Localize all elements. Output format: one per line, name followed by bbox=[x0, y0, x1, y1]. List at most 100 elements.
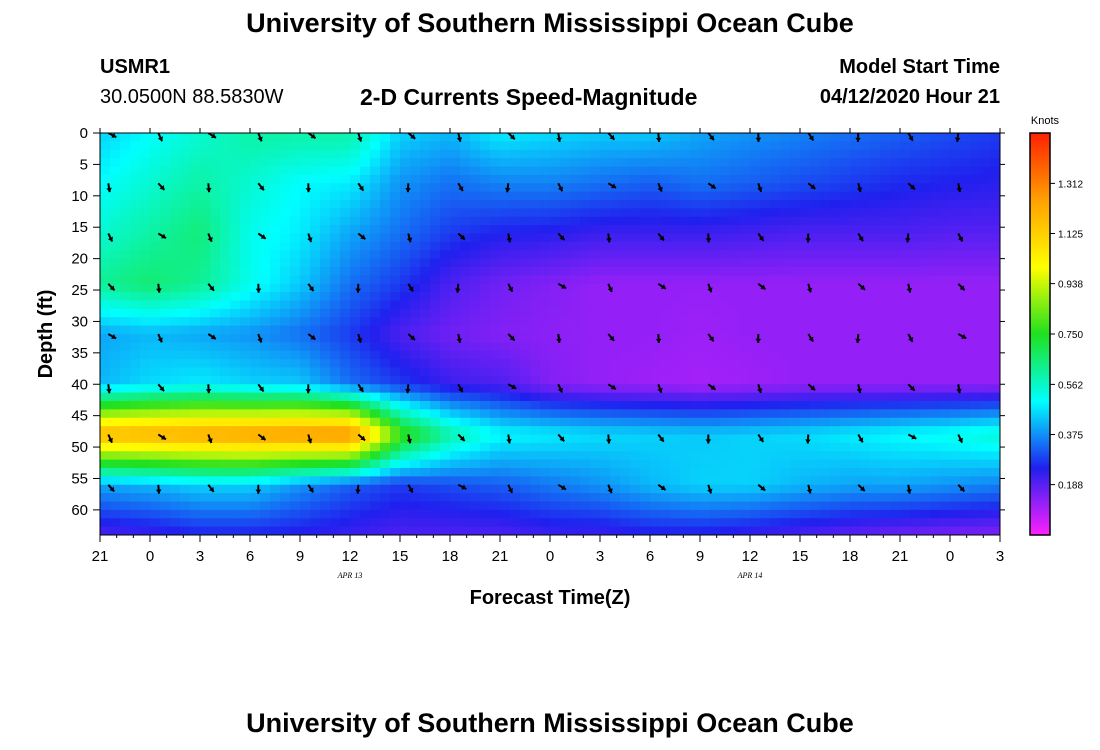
heatmap-cell bbox=[710, 133, 721, 142]
heatmap-cell bbox=[120, 225, 131, 235]
heatmap-cell bbox=[980, 459, 991, 469]
heatmap-cell bbox=[510, 392, 521, 402]
heatmap-cell bbox=[240, 233, 251, 243]
heatmap-cell bbox=[950, 233, 961, 243]
heatmap-cell bbox=[180, 200, 191, 209]
heatmap-cell bbox=[120, 451, 131, 461]
heatmap-cell bbox=[290, 350, 301, 360]
current-arrow bbox=[457, 232, 466, 241]
heatmap-cell bbox=[280, 225, 291, 235]
heatmap-cell bbox=[830, 459, 841, 469]
heatmap-cell bbox=[760, 174, 771, 184]
heatmap-cell bbox=[160, 384, 171, 394]
heatmap-cell bbox=[160, 241, 171, 251]
heatmap-cell bbox=[150, 484, 161, 494]
heatmap-cell bbox=[390, 317, 401, 327]
heatmap-cell bbox=[510, 267, 521, 276]
heatmap-cell bbox=[790, 183, 801, 193]
heatmap-cell bbox=[400, 158, 411, 168]
heatmap-cell bbox=[270, 308, 281, 318]
heatmap-cell bbox=[180, 451, 191, 461]
heatmap-cell bbox=[340, 149, 351, 159]
heatmap-cell bbox=[400, 149, 411, 159]
heatmap-cell bbox=[700, 476, 711, 486]
heatmap-cell bbox=[810, 308, 821, 318]
heatmap-cell bbox=[980, 325, 991, 335]
heatmap-cell bbox=[260, 417, 271, 427]
heatmap-cell bbox=[700, 367, 711, 377]
heatmap-cell bbox=[370, 283, 381, 293]
heatmap-cell bbox=[790, 518, 801, 528]
heatmap-cell bbox=[240, 283, 251, 293]
heatmap-cell bbox=[120, 417, 131, 427]
heatmap-cell bbox=[910, 258, 921, 268]
heatmap-cell bbox=[960, 468, 971, 477]
heatmap-cell bbox=[740, 359, 751, 369]
heatmap-cell bbox=[870, 401, 881, 410]
heatmap-cell bbox=[500, 308, 511, 318]
heatmap-cell bbox=[150, 334, 161, 343]
heatmap-cell bbox=[710, 518, 721, 528]
heatmap-cell bbox=[350, 233, 361, 243]
heatmap-cell bbox=[510, 174, 521, 184]
heatmap-cell bbox=[140, 283, 151, 293]
heatmap-cell bbox=[100, 216, 111, 226]
heatmap-cell bbox=[760, 350, 771, 360]
heatmap-cell bbox=[640, 476, 651, 486]
heatmap-cell bbox=[630, 174, 641, 184]
heatmap-cell bbox=[600, 158, 611, 168]
heatmap-cell bbox=[940, 300, 951, 310]
heatmap-cell bbox=[710, 233, 721, 243]
heatmap-cell bbox=[450, 342, 461, 352]
heatmap-cell bbox=[940, 401, 951, 410]
heatmap-cell bbox=[150, 183, 161, 193]
heatmap-cell bbox=[870, 518, 881, 528]
x-tick-label: 18 bbox=[442, 548, 459, 565]
heatmap-cell bbox=[420, 442, 431, 452]
heatmap-cell bbox=[830, 233, 841, 243]
heatmap-cell bbox=[450, 325, 461, 335]
heatmap-cell bbox=[310, 283, 321, 293]
heatmap-cell bbox=[280, 350, 291, 360]
heatmap-cell bbox=[620, 183, 631, 193]
heatmap-cell bbox=[600, 367, 611, 377]
heatmap-cell bbox=[250, 359, 261, 369]
heatmap-cell bbox=[790, 208, 801, 218]
current-arrow bbox=[255, 283, 262, 293]
heatmap-cell bbox=[830, 183, 841, 193]
heatmap-cell bbox=[980, 359, 991, 369]
heatmap-cell bbox=[300, 133, 311, 142]
heatmap-cell bbox=[530, 258, 541, 268]
heatmap-cell bbox=[840, 401, 851, 410]
heatmap-cell bbox=[610, 468, 621, 477]
heatmap-cell bbox=[210, 283, 221, 293]
heatmap-cell bbox=[830, 283, 841, 293]
heatmap-cell bbox=[290, 191, 301, 201]
heatmap-cell bbox=[860, 434, 871, 444]
current-arrow bbox=[108, 534, 111, 535]
heatmap-cell bbox=[560, 367, 571, 377]
heatmap-cell bbox=[860, 451, 871, 461]
heatmap-cell bbox=[880, 342, 891, 352]
heatmap-cell bbox=[920, 342, 931, 352]
heatmap-cell bbox=[810, 283, 821, 293]
heatmap-cell bbox=[140, 258, 151, 268]
heatmap-cell bbox=[190, 417, 201, 427]
heatmap-cell bbox=[960, 258, 971, 268]
heatmap-cell bbox=[440, 501, 451, 511]
heatmap-cell bbox=[220, 241, 231, 251]
heatmap-cell bbox=[430, 459, 441, 469]
heatmap-cell bbox=[580, 183, 591, 193]
heatmap-cell bbox=[210, 342, 221, 352]
heatmap-cell bbox=[790, 225, 801, 235]
heatmap-cell bbox=[430, 225, 441, 235]
heatmap-cell bbox=[130, 208, 141, 218]
heatmap-cell bbox=[230, 158, 241, 168]
heatmap-cell bbox=[580, 308, 591, 318]
heatmap-cell bbox=[670, 308, 681, 318]
heatmap-cell bbox=[670, 468, 681, 477]
heatmap-cell bbox=[550, 350, 561, 360]
heatmap-cell bbox=[870, 359, 881, 369]
heatmap-cell bbox=[910, 476, 921, 486]
heatmap-cell bbox=[340, 451, 351, 461]
